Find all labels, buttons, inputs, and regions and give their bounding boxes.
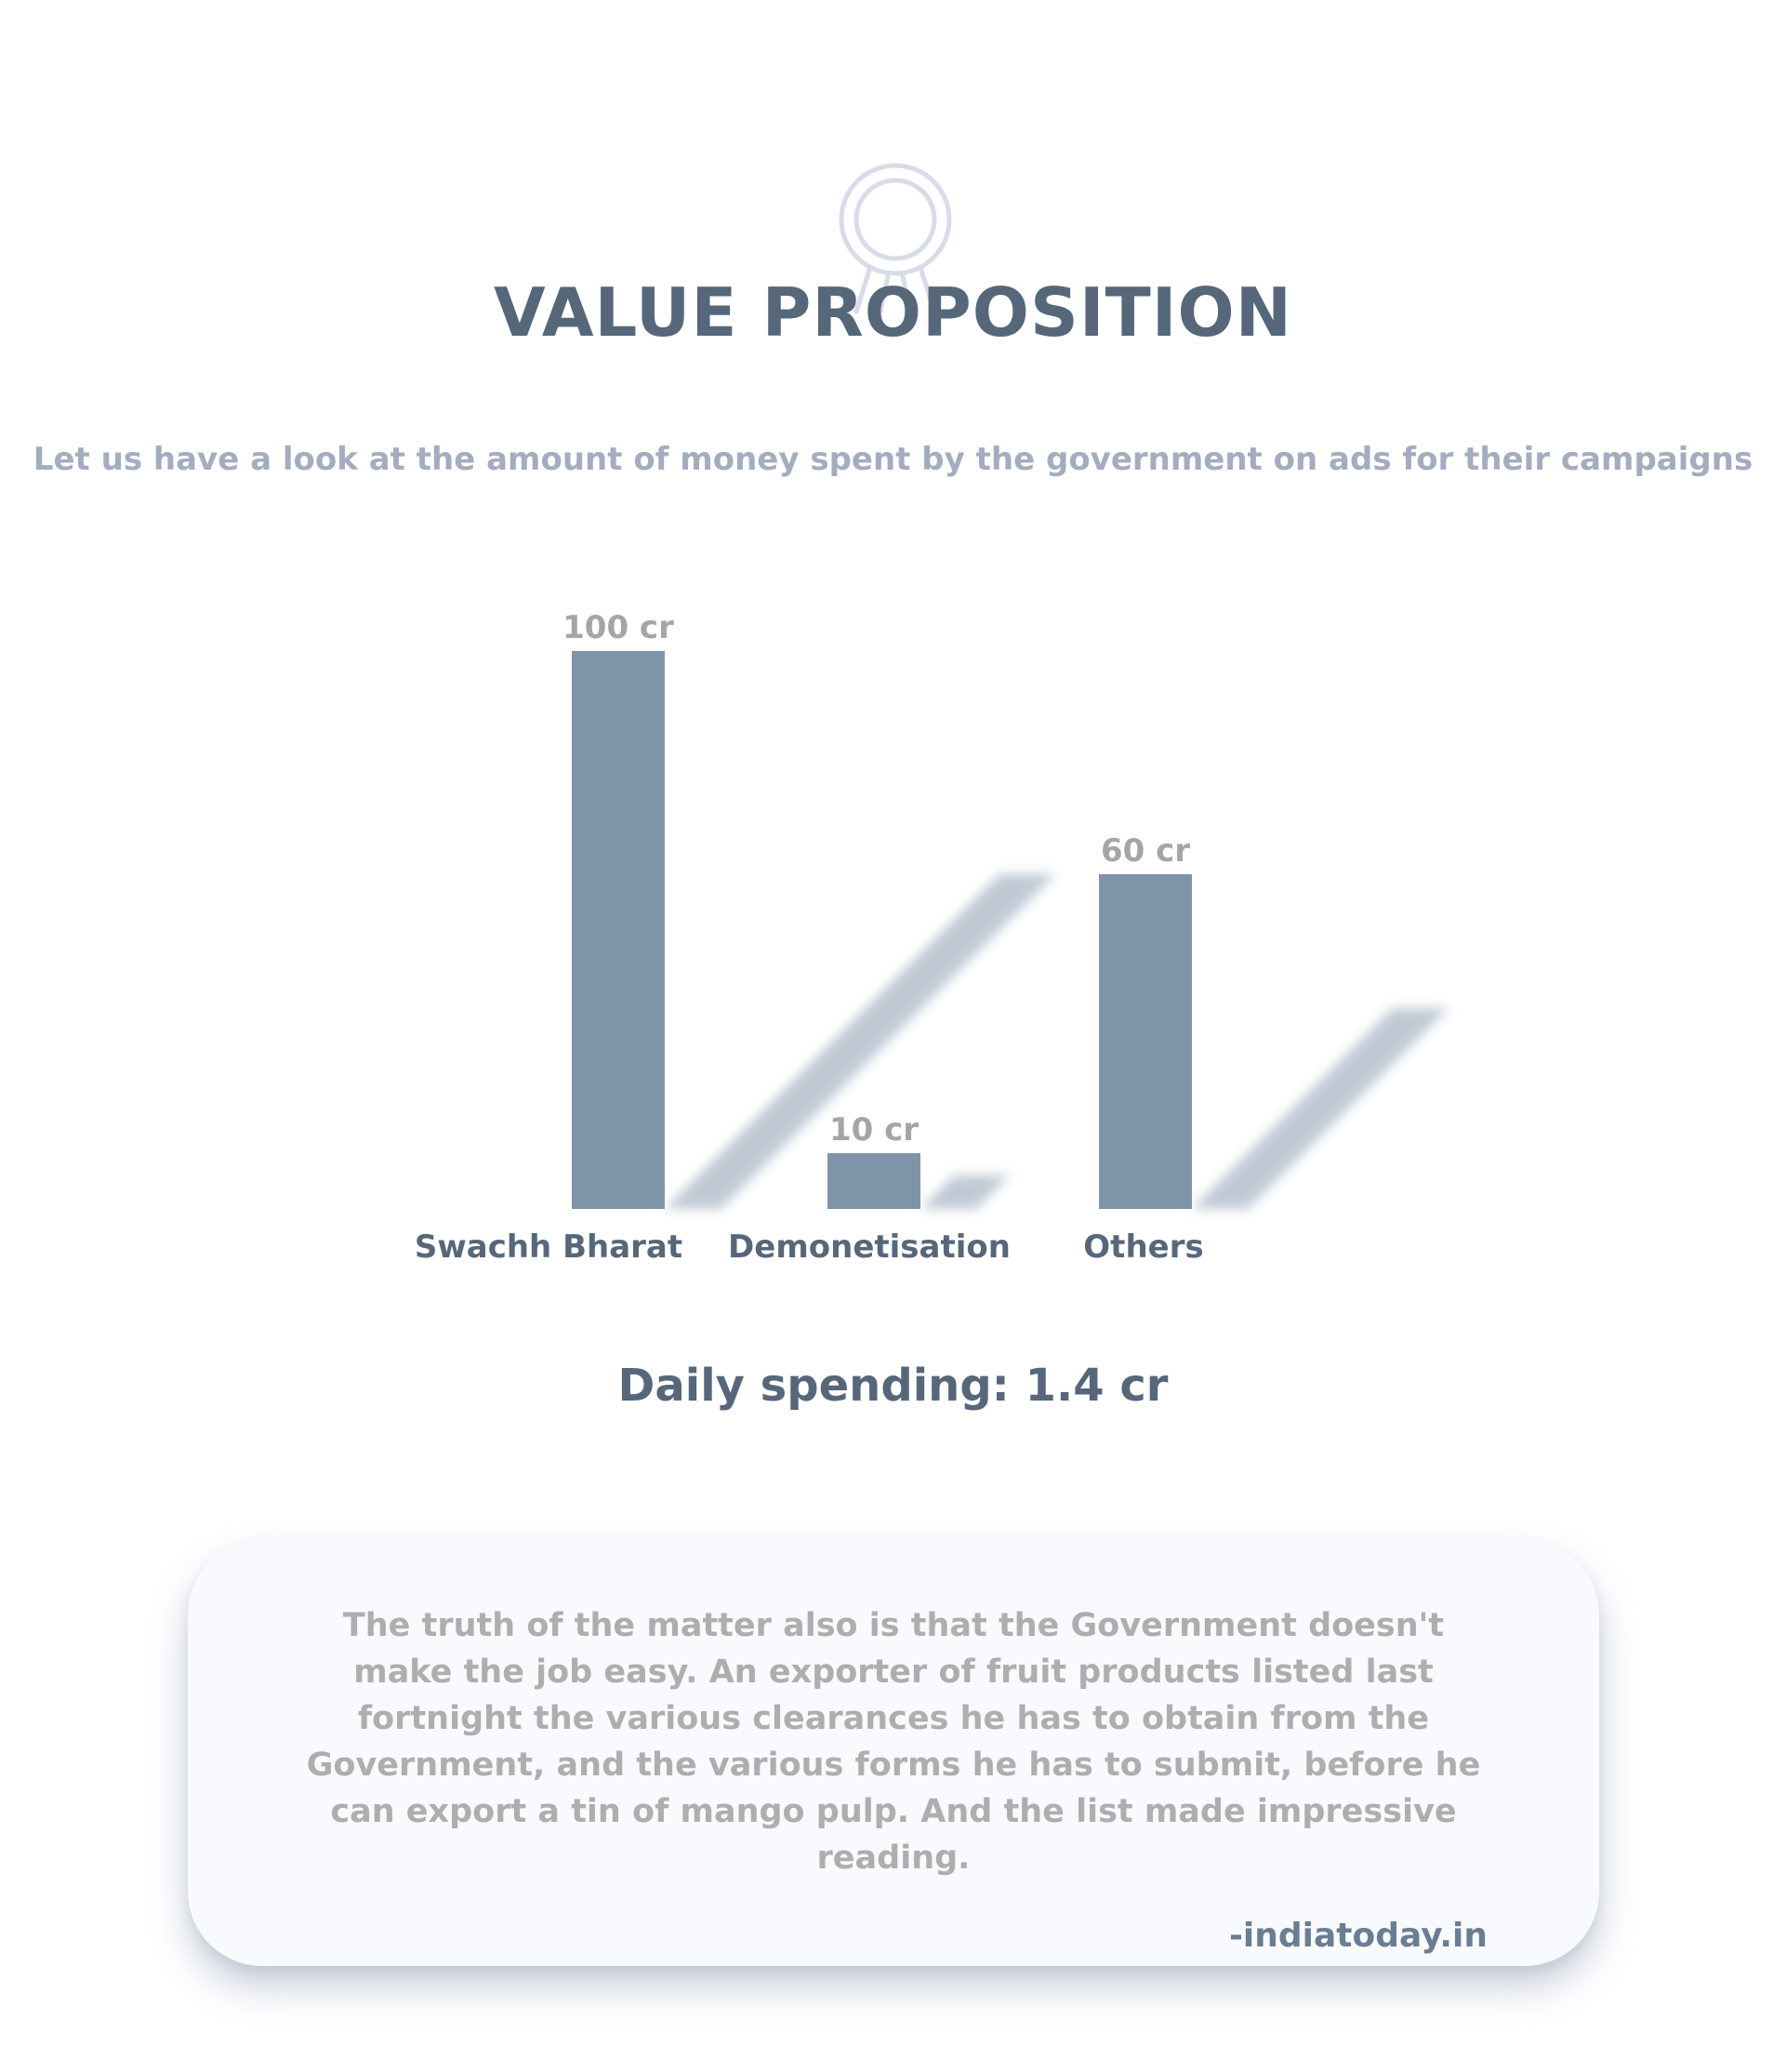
bar-demonetisation xyxy=(827,1153,920,1209)
category-label: Demonetisation xyxy=(728,1229,1011,1266)
bar-chart: 100 cr 10 cr 60 cr Swachh Bharat Demonetisa… xyxy=(415,609,1449,1266)
award-ribbon-icon xyxy=(839,163,952,314)
bars xyxy=(572,651,1192,1209)
category-label: Others xyxy=(1083,1229,1203,1266)
bar-value-label: 60 cr xyxy=(1101,832,1190,870)
value-labels: 100 cr 10 cr 60 cr xyxy=(562,609,1190,1149)
quote-text: The truth of the matter also is that the… xyxy=(306,1607,1481,1877)
quote-card: The truth of the matter also is that the… xyxy=(188,1540,1599,1966)
category-labels: Swachh Bharat Demonetisation Others xyxy=(415,1229,1204,1266)
bar-shadow xyxy=(920,1175,1010,1209)
bar-shadows xyxy=(665,874,1449,1209)
bar-others xyxy=(1099,874,1192,1209)
quote-source: -indiatoday.in xyxy=(1228,1917,1488,1955)
bar-shadow xyxy=(1192,1008,1449,1209)
bar-swachh-bharat xyxy=(572,651,665,1209)
bar-shadow xyxy=(665,874,1055,1209)
category-label: Swachh Bharat xyxy=(415,1229,682,1266)
daily-spending-text: Daily spending: 1.4 cr xyxy=(617,1360,1169,1412)
page-title: VALUE PROPOSITION xyxy=(494,273,1292,352)
bar-value-label: 100 cr xyxy=(562,609,674,646)
page-subtitle: Let us have a look at the amount of mone… xyxy=(33,441,1753,478)
bar-value-label: 10 cr xyxy=(829,1111,919,1149)
